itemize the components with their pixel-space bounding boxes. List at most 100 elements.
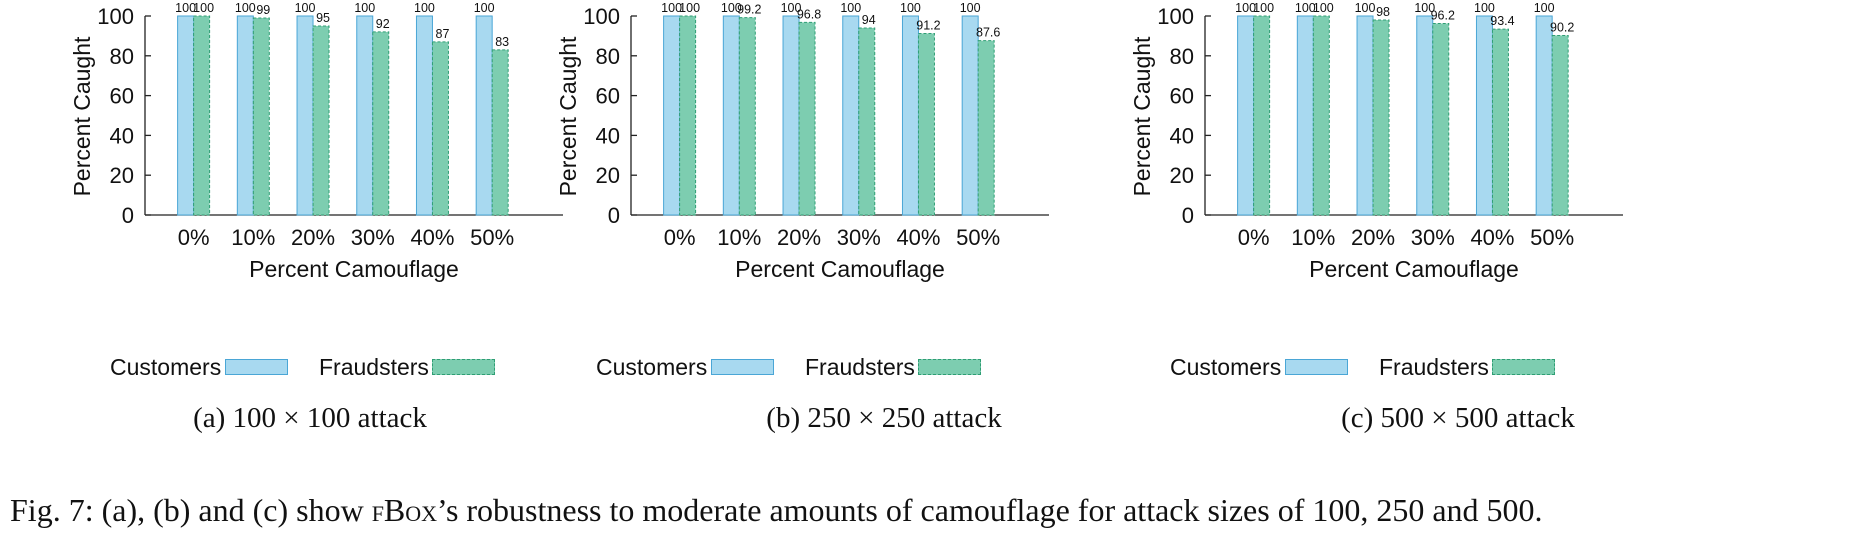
y-axis-label: Percent Caught: [69, 36, 95, 196]
y-tick-label: 80: [1170, 44, 1194, 69]
bar-customers: [177, 15, 195, 216]
bar-customers: [842, 15, 860, 216]
data-label-customers: 100: [1355, 1, 1376, 15]
data-label-customers: 100: [840, 1, 861, 15]
figure-caption: Fig. 7: (a), (b) and (c) show fBox’s rob…: [10, 492, 1850, 529]
data-label-fraudsters: 100: [1253, 1, 1274, 15]
data-label-customers: 100: [900, 1, 921, 15]
x-axis-label: Percent Camouflage: [1309, 256, 1519, 282]
data-label-customers: 100: [295, 1, 316, 15]
chart-panel-a: 0 20 40 60 80 100 100 100 0% 100 99 10% 100 95 20% 100 9…: [10, 0, 610, 450]
legend-customers-label: Customers: [596, 354, 708, 380]
data-label-fraudsters: 99.2: [737, 3, 761, 17]
figure-caption-method: fBox: [371, 492, 438, 528]
data-label-fraudsters: 87.6: [976, 26, 1000, 40]
y-tick-label: 80: [110, 44, 134, 69]
legend-a: Customers Fraudsters: [10, 352, 610, 382]
y-tick-label: 100: [583, 4, 620, 29]
bar-fraudsters: [1432, 23, 1450, 216]
data-label-customers: 100: [354, 1, 375, 15]
data-label-customers: 100: [414, 1, 435, 15]
data-label-customers: 100: [1295, 1, 1316, 15]
y-tick-label: 100: [97, 4, 134, 29]
x-tick-label: 40%: [1470, 225, 1514, 250]
x-axis-label: Percent Camouflage: [249, 256, 459, 282]
x-tick-label: 30%: [837, 225, 881, 250]
x-axis-label: Percent Camouflage: [735, 256, 945, 282]
y-tick-label: 0: [1182, 203, 1194, 228]
data-label-fraudsters: 99: [256, 3, 270, 17]
data-label-customers: 100: [661, 1, 682, 15]
data-label-fraudsters: 96.8: [797, 7, 821, 21]
bar-customers: [296, 15, 314, 216]
y-tick-label: 20: [596, 163, 620, 188]
x-tick-label: 30%: [1411, 225, 1455, 250]
bar-fraudsters: [1491, 28, 1509, 216]
data-label-customers: 100: [960, 1, 981, 15]
legend-c: Customers Fraudsters: [1158, 352, 1758, 382]
y-tick-label: 0: [608, 203, 620, 228]
bar-fraudsters: [193, 15, 211, 216]
legend-fraudsters-label: Fraudsters: [805, 354, 915, 380]
y-tick-label: 40: [1170, 123, 1194, 148]
data-label-fraudsters: 100: [1313, 1, 1334, 15]
x-tick-label: 0%: [664, 225, 696, 250]
subfigure-caption-c: (c) 500 × 500 attack: [1341, 402, 1575, 434]
bar-fraudsters: [252, 17, 270, 216]
bar-fraudsters: [431, 41, 449, 216]
legend-customers-swatch: [711, 359, 774, 375]
x-tick-label: 50%: [956, 225, 1000, 250]
data-label-fraudsters: 93.4: [1490, 14, 1514, 28]
x-tick-label: 30%: [351, 225, 395, 250]
data-label-fraudsters: 83: [495, 35, 509, 49]
y-tick-label: 60: [596, 84, 620, 109]
x-tick-label: 20%: [291, 225, 335, 250]
data-label-fraudsters: 92: [376, 17, 390, 31]
chart-panel-c: 0 20 40 60 80 100 100 100 0% 100 100 10% 100 98 20% 100…: [1129, 0, 1758, 450]
bar-customers: [356, 15, 374, 216]
data-label-fraudsters: 98: [1376, 5, 1390, 19]
legend-fraudsters-label: Fraudsters: [1379, 354, 1489, 380]
y-tick-label: 100: [1157, 4, 1194, 29]
bar-fraudsters: [798, 21, 816, 216]
data-label-fraudsters: 95: [316, 11, 330, 25]
bar-customers: [236, 15, 254, 216]
y-tick-label: 20: [1170, 163, 1194, 188]
x-tick-label: 10%: [1291, 225, 1335, 250]
x-tick-label: 50%: [1530, 225, 1574, 250]
data-label-fraudsters: 100: [679, 1, 700, 15]
bar-fraudsters: [1551, 35, 1569, 216]
data-label-fraudsters: 96.2: [1431, 9, 1455, 23]
bar-fraudsters: [1312, 15, 1330, 216]
y-tick-label: 40: [596, 123, 620, 148]
bar-customers: [722, 15, 740, 216]
x-tick-label: 10%: [231, 225, 275, 250]
x-tick-label: 20%: [777, 225, 821, 250]
x-tick-label: 50%: [470, 225, 514, 250]
data-label-customers: 100: [1534, 1, 1555, 15]
bar-fraudsters: [858, 27, 876, 216]
subfigure-caption-a: (a) 100 × 100 attack: [193, 402, 427, 434]
data-label-fraudsters: 90.2: [1550, 21, 1574, 35]
data-label-customers: 100: [721, 1, 742, 15]
bar-fraudsters: [372, 31, 390, 216]
bar-fraudsters: [917, 33, 935, 216]
axes: 0 20 40 60 80 100: [1157, 4, 1623, 228]
legend-customers-swatch: [1285, 359, 1348, 375]
bar-customers: [901, 15, 919, 216]
bar-fraudsters: [679, 15, 697, 216]
bar-customers: [782, 15, 800, 216]
bar-customers: [475, 15, 493, 216]
data-label-customers: 100: [474, 1, 495, 15]
legend-b: Customers Fraudsters: [584, 352, 1184, 382]
legend-fraudsters-label: Fraudsters: [319, 354, 429, 380]
bar-fraudsters: [977, 40, 995, 216]
data-label-fraudsters: 100: [193, 1, 214, 15]
subfigure-caption-b: (b) 250 × 250 attack: [766, 402, 1002, 434]
y-axis-label: Percent Caught: [555, 36, 581, 196]
x-tick-label: 0%: [1238, 225, 1270, 250]
data-label-customers: 100: [235, 1, 256, 15]
data-label-fraudsters: 91.2: [916, 19, 940, 33]
